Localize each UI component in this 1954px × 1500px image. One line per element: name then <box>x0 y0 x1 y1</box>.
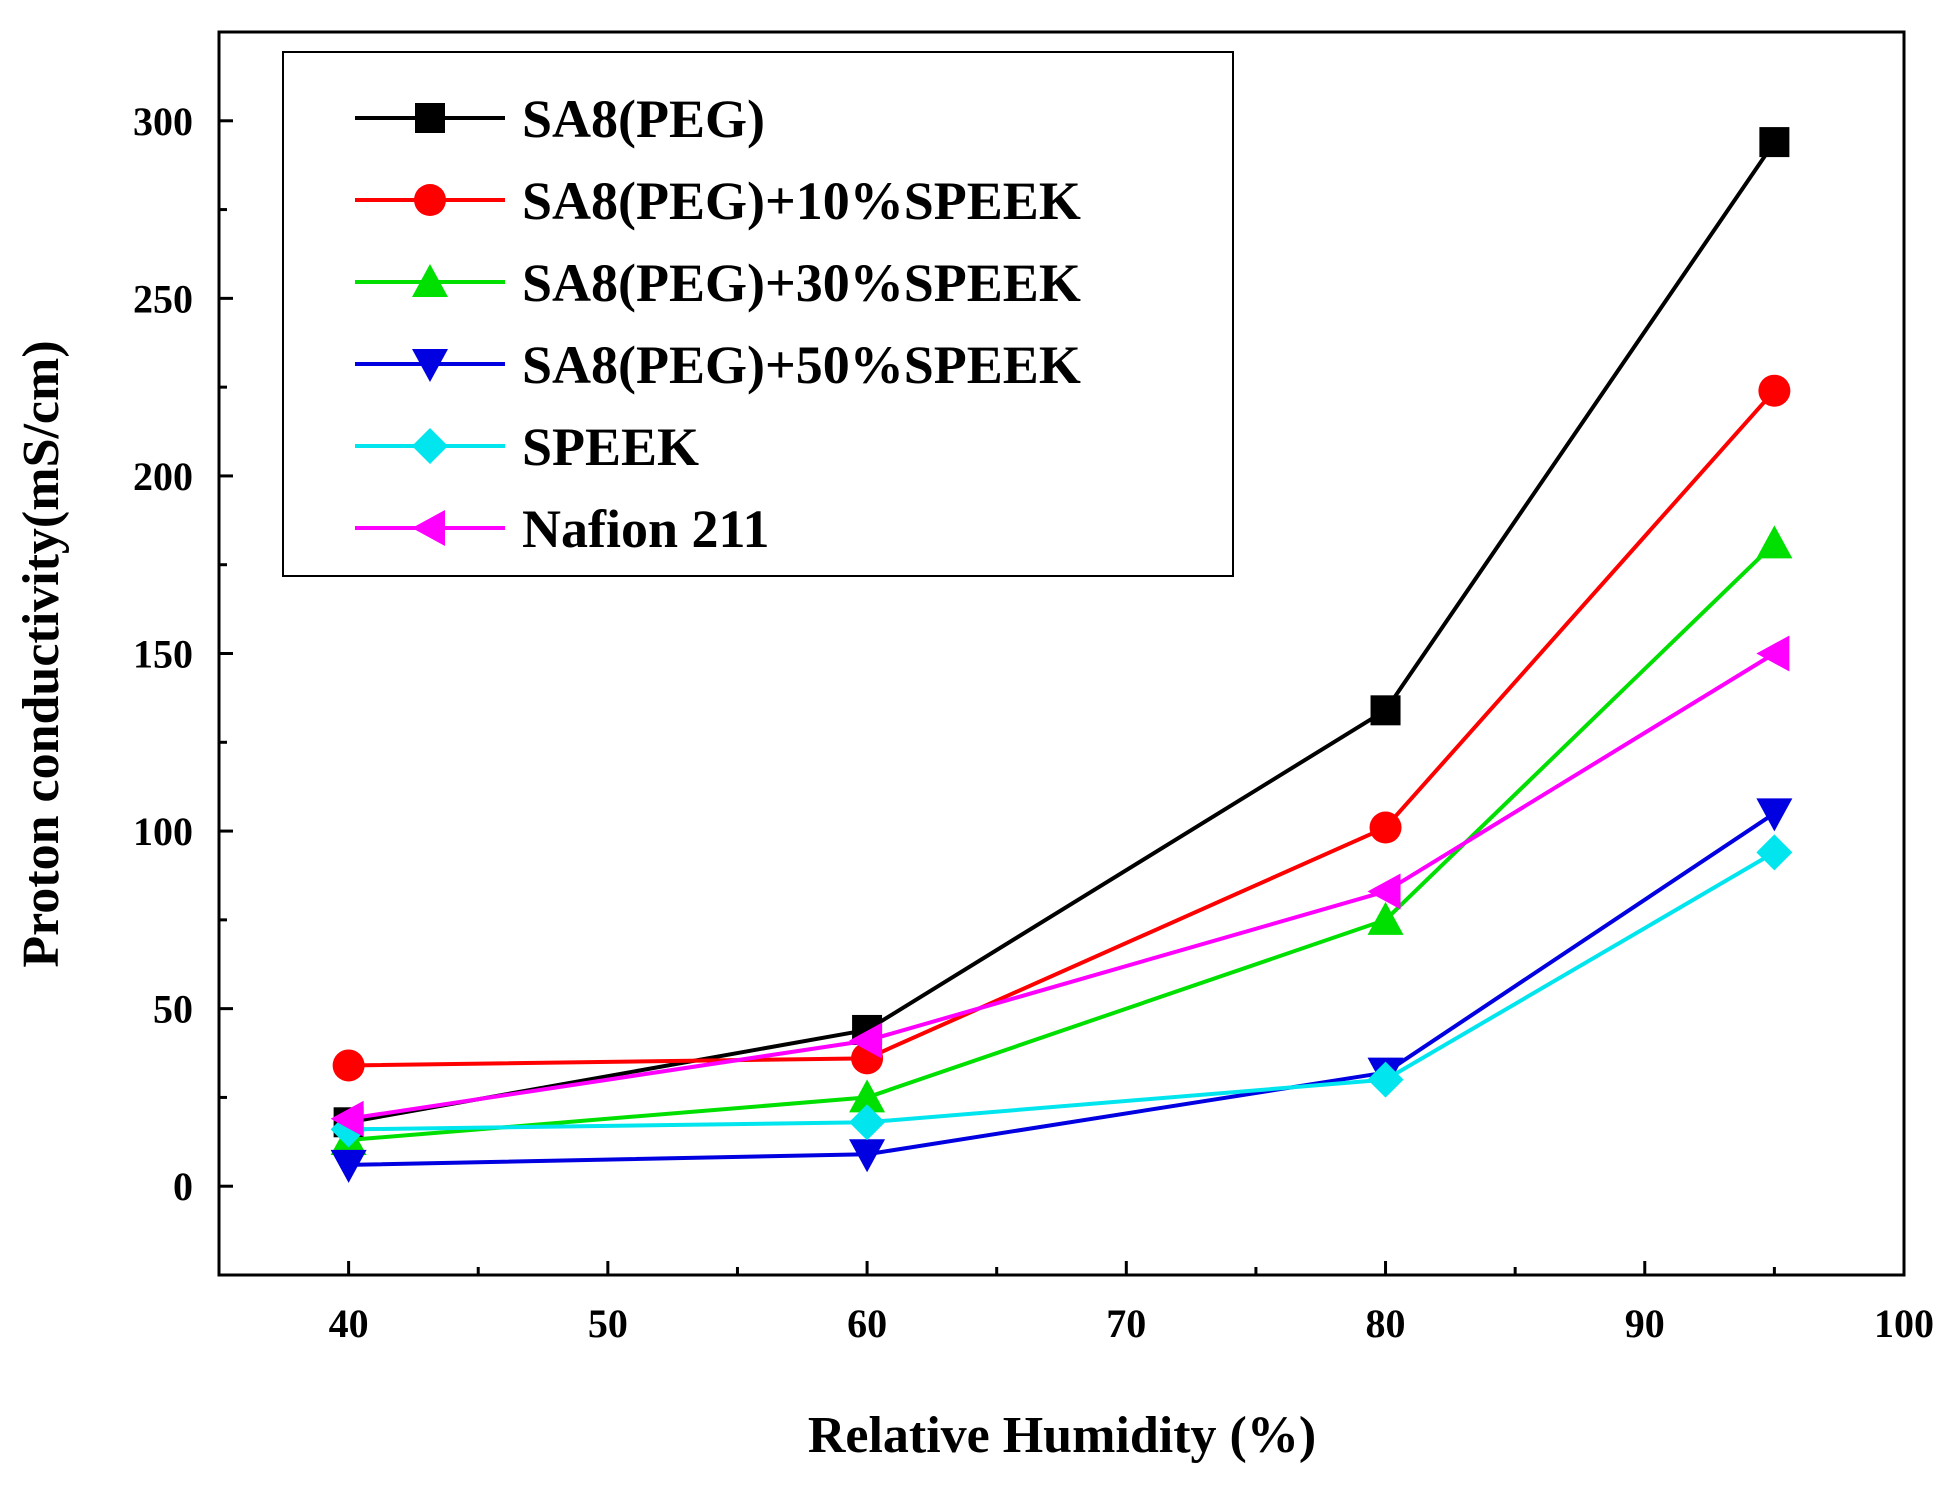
data-point <box>1369 811 1402 844</box>
legend-item: SA8(PEG) <box>355 89 765 149</box>
y-axis-title: Proton conductivity(mS/cm) <box>13 340 70 967</box>
legend-item: SA8(PEG)+10%SPEEK <box>355 171 1081 231</box>
x-axis: 40 50 60 70 80 90 100 <box>329 1261 1934 1346</box>
legend: SA8(PEG) SA8(PEG)+10%SPEEK SA8(PEG)+30%SPE… <box>282 51 1234 577</box>
y-tick-label: 0 <box>173 1164 193 1209</box>
legend-label: SA8(PEG)+10%SPEEK <box>522 171 1081 231</box>
legend-item: SA8(PEG)+30%SPEEK <box>355 253 1081 313</box>
data-point <box>849 1079 886 1113</box>
x-tick-label: 100 <box>1874 1301 1934 1346</box>
legend-marker <box>412 428 448 464</box>
legend-label: SA8(PEG)+50%SPEEK <box>522 335 1081 395</box>
legend-item: SA8(PEG)+50%SPEEK <box>355 335 1081 395</box>
legend-box <box>282 51 1234 577</box>
legend-marker <box>412 349 448 382</box>
legend-marker <box>414 184 446 216</box>
series-line <box>348 811 1776 1167</box>
data-point <box>1756 635 1790 672</box>
y-tick-label: 300 <box>133 99 193 144</box>
series-line <box>348 140 1777 1125</box>
series-5 <box>330 635 1790 1137</box>
series-line <box>348 541 1776 1143</box>
y-tick-label: 150 <box>133 632 193 677</box>
x-tick-label: 70 <box>1106 1301 1146 1346</box>
data-point <box>849 1104 886 1141</box>
series-1 <box>332 374 1791 1082</box>
series-4 <box>330 834 1793 1148</box>
legend-item: Nafion 211 <box>355 499 770 559</box>
data-point <box>1367 873 1401 910</box>
series-line <box>348 850 1776 1132</box>
data-point <box>1756 834 1793 871</box>
data-point <box>1370 695 1401 726</box>
x-tick-label: 60 <box>847 1301 887 1346</box>
legend-label: SA8(PEG) <box>522 89 765 149</box>
y-tick-label: 100 <box>133 809 193 854</box>
data-point <box>849 1022 883 1059</box>
data-point <box>1367 1061 1404 1098</box>
legend-marker <box>415 103 445 133</box>
data-point <box>332 1049 365 1082</box>
y-tick-label: 250 <box>133 276 193 321</box>
y-tick-label: 200 <box>133 454 193 499</box>
data-point <box>1756 525 1793 559</box>
series-layer <box>330 127 1793 1183</box>
series-3 <box>330 798 1793 1183</box>
data-point <box>1759 127 1790 158</box>
series-line <box>348 389 1776 1068</box>
data-point <box>1758 374 1791 407</box>
series-line <box>348 651 1776 1121</box>
data-point <box>330 1100 364 1137</box>
data-point <box>1756 798 1793 832</box>
series-2 <box>330 525 1793 1156</box>
legend-label: Nafion 211 <box>522 499 770 559</box>
y-tick-label: 50 <box>153 987 193 1032</box>
x-axis-title: Relative Humidity (%) <box>808 1407 1316 1464</box>
data-point <box>330 1149 367 1183</box>
x-tick-label: 40 <box>329 1301 369 1346</box>
data-point <box>849 1139 886 1173</box>
legend-marker <box>412 510 445 546</box>
y-axis: 0 50 100 150 200 250 300 <box>133 30 233 1277</box>
x-tick-label: 90 <box>1625 1301 1665 1346</box>
x-tick-label: 50 <box>588 1301 628 1346</box>
data-point <box>1367 901 1404 935</box>
legend-marker <box>412 264 448 297</box>
legend-item: SPEEK <box>355 417 699 477</box>
legend-label: SPEEK <box>522 417 699 477</box>
x-tick-label: 80 <box>1366 1301 1406 1346</box>
legend-label: SA8(PEG)+30%SPEEK <box>522 253 1081 313</box>
